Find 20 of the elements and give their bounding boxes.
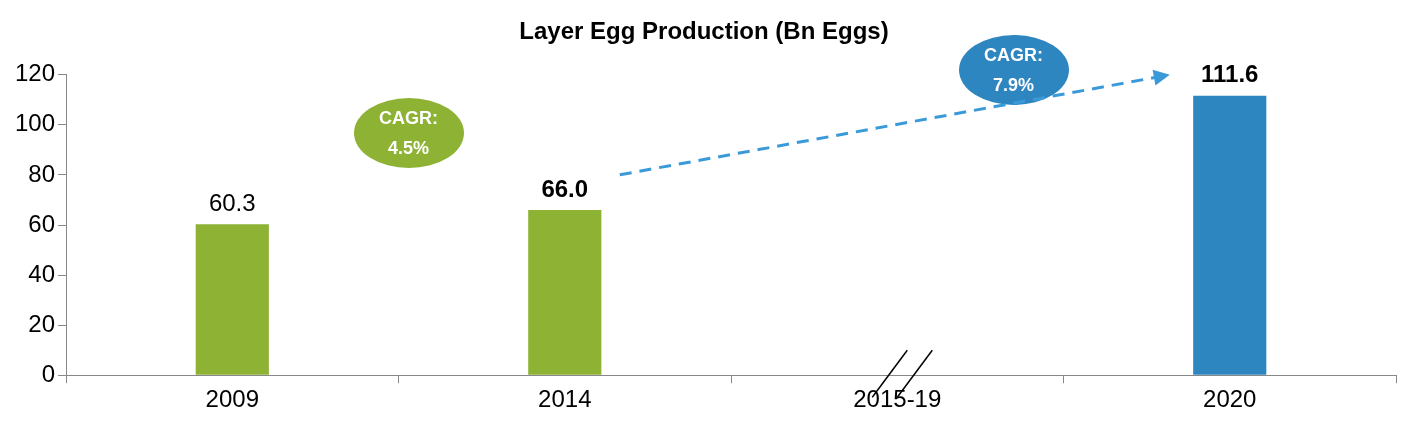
y-tick-label: 40 <box>28 259 56 287</box>
data-label: 60.3 <box>208 188 256 216</box>
data-label: 111.6 <box>1201 60 1259 88</box>
bar <box>195 224 269 375</box>
chart-title: Layer Egg Production (Bn Eggs) <box>519 17 889 45</box>
y-tick-label: 100 <box>15 109 56 137</box>
y-tick-label: 0 <box>41 359 56 387</box>
data-label: 66.0 <box>541 174 589 202</box>
x-tick-label: 2020 <box>1203 385 1257 413</box>
oval-badge: CAGR: 4.5% <box>353 97 464 168</box>
x-tick-label: 2014 <box>538 385 592 413</box>
x-tick-label: 2015-19 <box>853 385 942 413</box>
bar <box>1193 95 1267 375</box>
y-tick-label: 80 <box>28 159 56 187</box>
y-tick-label: 120 <box>15 59 56 87</box>
oval-badge: CAGR: 7.9% <box>958 34 1069 105</box>
y-tick-label: 60 <box>28 209 56 237</box>
y-tick-label: 20 <box>28 309 56 337</box>
x-tick-label: 2009 <box>205 385 259 413</box>
bar <box>528 209 602 375</box>
